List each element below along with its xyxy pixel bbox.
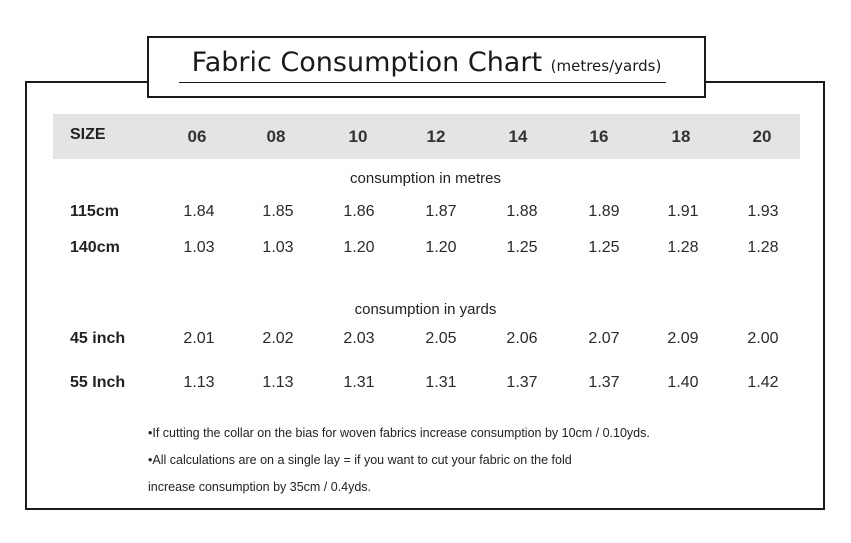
table-cell: 1.31 — [343, 374, 375, 391]
table-cell: 2.05 — [425, 330, 457, 347]
table-cell: 1.25 — [506, 239, 538, 256]
table-cell: 1.40 — [667, 374, 699, 391]
table-cell: 1.91 — [667, 203, 699, 220]
size-header-label: SIZE — [70, 126, 106, 143]
note-fold-increase: increase consumption by 35cm / 0.4yds. — [148, 480, 372, 494]
size-header-18: 18 — [671, 127, 691, 146]
size-header-16: 16 — [589, 127, 609, 146]
table-cell: 2.03 — [343, 330, 375, 347]
table-cell: 1.28 — [747, 239, 779, 256]
table-cell: 2.07 — [588, 330, 620, 347]
table-cell: 1.89 — [588, 203, 620, 220]
table-cell: 2.09 — [667, 330, 699, 347]
table-cell: 1.28 — [667, 239, 699, 256]
table-cell: 2.01 — [183, 330, 215, 347]
metres-section-heading: consumption in metres — [350, 170, 501, 187]
table-cell: 1.85 — [262, 203, 294, 220]
table-cell: 1.03 — [183, 239, 215, 256]
table-cell: 1.87 — [425, 203, 457, 220]
table-cell: 1.25 — [588, 239, 620, 256]
note-bias-collar: •If cutting the collar on the bias for w… — [148, 426, 650, 440]
table-cell: 2.00 — [747, 330, 779, 347]
size-header-12: 12 — [426, 127, 446, 146]
table-cell: 1.13 — [183, 374, 215, 391]
table-cell: 1.84 — [183, 203, 215, 220]
note-single-lay: •All calculations are on a single lay = … — [148, 453, 572, 467]
page-title: Fabric Consumption Chart (metres/yards) — [149, 47, 704, 78]
yards-section-heading: consumption in yards — [354, 301, 497, 318]
title-underline — [179, 82, 666, 83]
size-header-06: 06 — [187, 127, 207, 146]
table-cell: 1.20 — [343, 239, 375, 256]
title-main: Fabric Consumption Chart — [191, 47, 543, 78]
table-cell: 1.13 — [262, 374, 294, 391]
table-cell: 2.02 — [262, 330, 294, 347]
table-cell: 1.93 — [747, 203, 779, 220]
table-cell: 2.06 — [506, 330, 538, 347]
table-cell: 1.88 — [506, 203, 538, 220]
title-unit: (metres/yards) — [550, 57, 662, 75]
table-cell: 1.37 — [588, 374, 620, 391]
size-header-14: 14 — [508, 127, 528, 146]
size-header-10: 10 — [348, 127, 368, 146]
table-cell: 1.31 — [425, 374, 457, 391]
size-header-08: 08 — [266, 127, 286, 146]
table-cell: 1.42 — [747, 374, 779, 391]
table-cell: 1.86 — [343, 203, 375, 220]
size-header-bar — [53, 114, 800, 159]
row-label-55-inch: 55 Inch — [70, 374, 126, 391]
row-label-45-inch: 45 inch — [70, 330, 126, 347]
table-cell: 1.20 — [425, 239, 457, 256]
title-box: Fabric Consumption Chart (metres/yards) — [147, 36, 706, 98]
table-cell: 1.03 — [262, 239, 294, 256]
table-cell: 1.37 — [506, 374, 538, 391]
row-label-140cm: 140cm — [70, 239, 120, 256]
size-header-20: 20 — [752, 127, 772, 146]
row-label-115cm: 115cm — [70, 203, 119, 220]
